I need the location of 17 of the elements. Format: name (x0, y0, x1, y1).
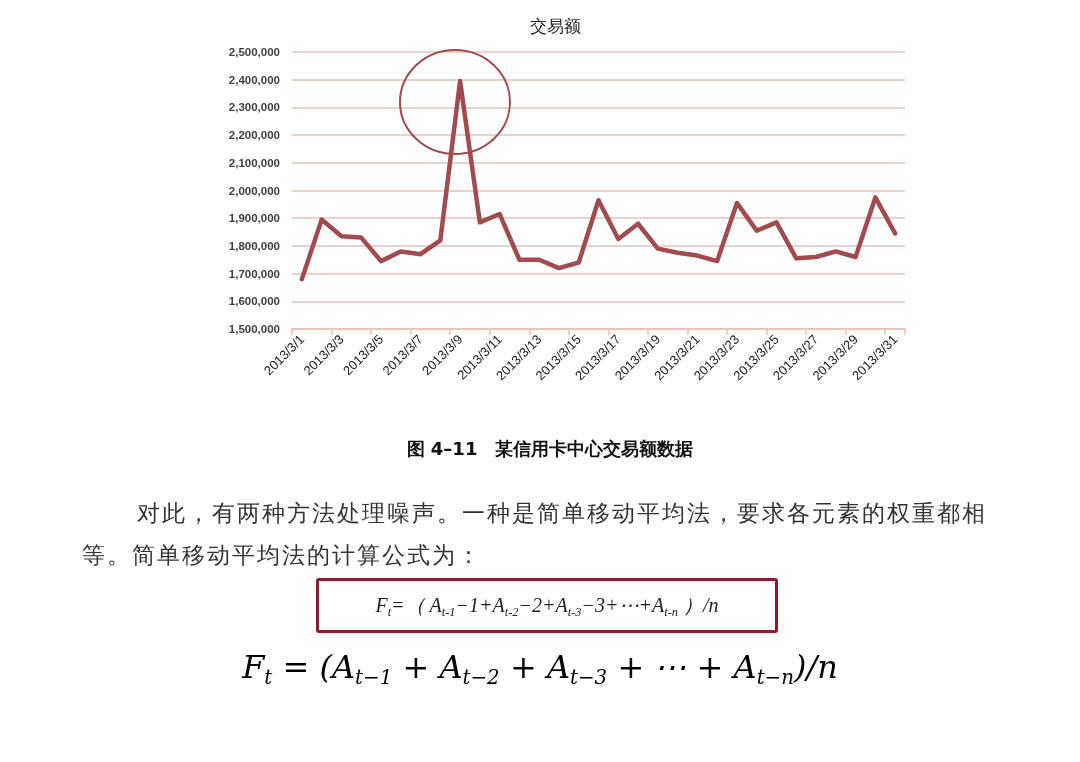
y-tick-label: 2,400,000 (228, 73, 280, 86)
y-tick-label: 2,200,000 (228, 129, 280, 142)
text: 对此，有两种方法处理噪声。一种是简单移动平均法，要求各元素的权重都相等。简单移动平均法的计算公式为： (82, 499, 988, 570)
y-tick-label: 1,600,000 (228, 295, 280, 308)
y-tick-label: 2,300,000 (228, 101, 280, 114)
y-tick-label: 1,700,000 (228, 267, 280, 280)
y-tick-label: 2,100,000 (228, 156, 280, 169)
y-tick-label: 1,800,000 (228, 239, 280, 252)
y-tick-label: 2,000,000 (228, 184, 280, 197)
y-tick-label: 2,500,000 (228, 46, 280, 58)
caption: 图 4–11 某信用卡中心交易额数据 (405, 437, 695, 461)
y-tick-label: 1,500,000 (228, 323, 280, 335)
chart-title: 交易额 (529, 15, 581, 36)
y-tick-label: 1,900,000 (228, 212, 280, 225)
text: F$_{t}$ = (A$_{t−1}$ + A$_{t−2}$ + A$_{t−3}$ + ⋯ + A$_{t−n}$)/n (242, 648, 838, 689)
line-series (299, 78, 898, 282)
text: F$_{t}$=（ A$_{t-1}$−1+A$_{t-2}$−2+A$_{t-3}$−3+⋯+A$_{t-n}$ ）/n (375, 594, 719, 619)
